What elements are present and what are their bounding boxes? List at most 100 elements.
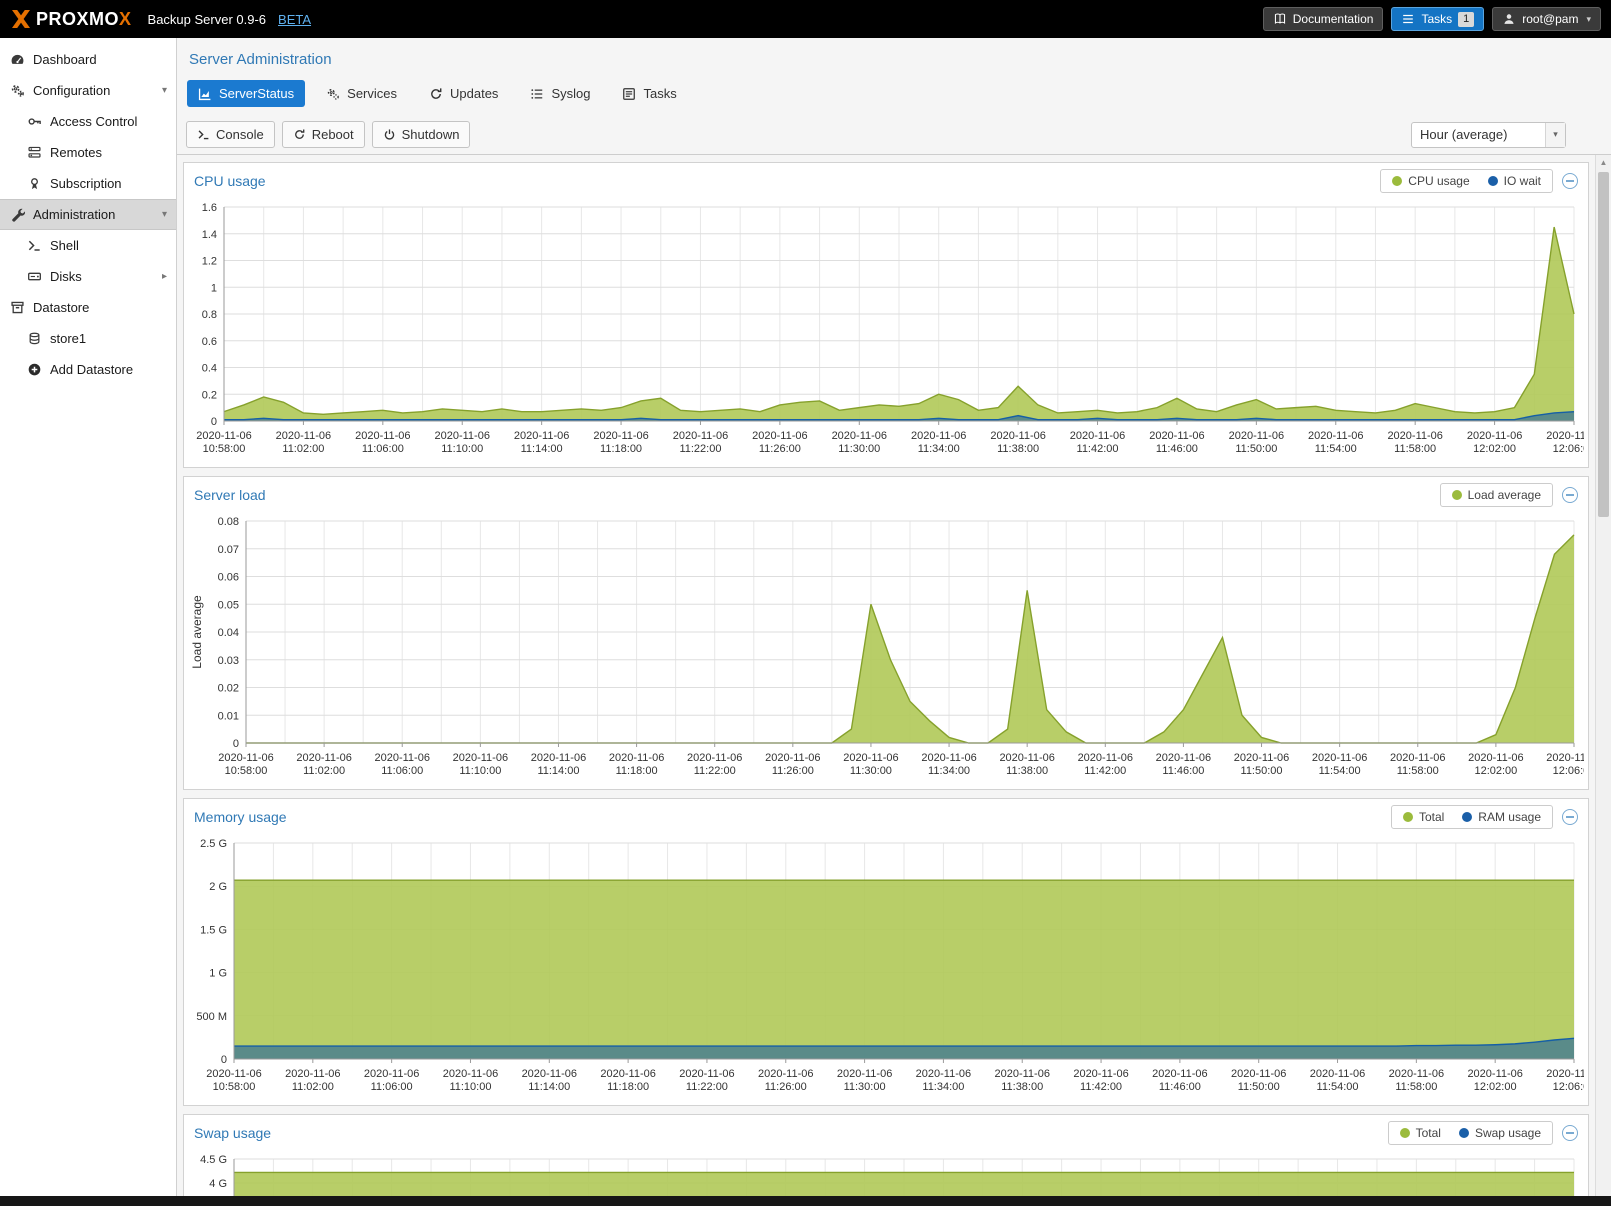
legend-item[interactable]: Load average	[1451, 488, 1541, 502]
shutdown-button[interactable]: Shutdown	[371, 121, 471, 148]
sidebar-item-datastore[interactable]: Datastore	[0, 292, 176, 323]
beta-link[interactable]: BETA	[278, 11, 312, 27]
chevron-down-icon: ▾	[161, 85, 167, 96]
svg-text:11:10:00: 11:10:00	[449, 1081, 491, 1093]
svg-text:0.02: 0.02	[218, 683, 239, 695]
svg-text:10:58:00: 10:58:00	[203, 443, 246, 455]
svg-text:10:58:00: 10:58:00	[225, 765, 268, 777]
sidebar-item-shell[interactable]: Shell	[0, 230, 176, 261]
sidebar-item-remotes[interactable]: Remotes	[0, 137, 176, 168]
svg-text:2020-11-06: 2020-11-06	[1231, 1068, 1286, 1080]
reboot-button[interactable]: Reboot	[281, 121, 365, 148]
sidebar-item-administration[interactable]: Administration ▾	[0, 199, 176, 230]
svg-text:2020-11-06: 2020-11-06	[1389, 1068, 1444, 1080]
svg-text:12:06:00: 12:06:00	[1553, 765, 1584, 777]
svg-text:2020-11-06: 2020-11-06	[514, 430, 569, 442]
tab-tasks[interactable]: Tasks	[611, 80, 687, 107]
legend-item[interactable]: Total	[1399, 1126, 1441, 1140]
svg-text:2020-11-06: 2020-11-06	[687, 752, 742, 764]
svg-text:0.07: 0.07	[218, 544, 239, 556]
vertical-scrollbar[interactable]: ▲ ▼	[1595, 155, 1611, 1206]
collapse-icon[interactable]	[1562, 809, 1578, 825]
svg-text:2020-11-06: 2020-11-06	[679, 1068, 734, 1080]
legend-item[interactable]: Swap usage	[1458, 1126, 1541, 1140]
legend-item[interactable]: CPU usage	[1392, 174, 1470, 188]
legend-dot	[1392, 176, 1403, 186]
scrollbar-thumb[interactable]	[1598, 172, 1609, 517]
legend-label: RAM usage	[1478, 810, 1541, 824]
svg-text:11:46:00: 11:46:00	[1159, 1081, 1201, 1093]
sidebar-item-access-control[interactable]: Access Control	[0, 106, 176, 137]
tasks-list-icon	[622, 87, 636, 101]
documentation-label: Documentation	[1292, 12, 1374, 26]
legend-dot	[1487, 176, 1498, 186]
svg-text:Load average: Load average	[190, 595, 204, 669]
svg-text:0.6: 0.6	[202, 336, 217, 348]
user-menu-button[interactable]: root@pam ▾	[1492, 7, 1601, 31]
app-subtitle: Backup Server 0.9-6	[147, 11, 267, 27]
refresh-icon	[429, 87, 443, 101]
svg-text:2020-11-06: 2020-11-06	[999, 752, 1054, 764]
legend-label: IO wait	[1503, 174, 1541, 188]
svg-text:11:26:00: 11:26:00	[765, 1081, 807, 1093]
svg-text:2020-11-06: 2020-11-06	[453, 752, 508, 764]
svg-text:11:06:00: 11:06:00	[371, 1081, 413, 1093]
sidebar-item-label: Subscription	[50, 176, 122, 191]
svg-text:4.5 G: 4.5 G	[200, 1154, 227, 1166]
tab-syslog[interactable]: Syslog	[519, 80, 601, 107]
documentation-button[interactable]: Documentation	[1262, 7, 1384, 31]
sidebar-item-configuration[interactable]: Configuration ▾	[0, 75, 176, 106]
console-button[interactable]: Console	[186, 121, 275, 148]
svg-text:11:42:00: 11:42:00	[1084, 765, 1126, 777]
sidebar-item-disks[interactable]: Disks ▸	[0, 261, 176, 292]
tab-serverstatus[interactable]: ServerStatus	[187, 80, 306, 107]
svg-text:11:14:00: 11:14:00	[521, 443, 563, 455]
scroll-up-arrow[interactable]: ▲	[1599, 158, 1608, 167]
svg-text:2020-11-06: 2020-11-06	[285, 1068, 340, 1080]
sidebar: Dashboard Configuration ▾ Access Control…	[0, 38, 177, 1206]
svg-text:11:06:00: 11:06:00	[381, 765, 423, 777]
sidebar-item-store1[interactable]: store1	[0, 323, 176, 354]
svg-text:11:58:00: 11:58:00	[1397, 765, 1439, 777]
svg-text:2020-11-06: 2020-11-06	[364, 1068, 419, 1080]
svg-text:11:02:00: 11:02:00	[282, 443, 324, 455]
chevron-right-icon: ▸	[161, 271, 167, 282]
svg-text:2020-11-06: 2020-11-06	[1390, 752, 1445, 764]
collapse-icon[interactable]	[1562, 487, 1578, 503]
svg-text:0.4: 0.4	[202, 363, 217, 375]
svg-text:11:38:00: 11:38:00	[1001, 1081, 1043, 1093]
toolbar: Console Reboot Shutdown Hour (average) ▾	[177, 116, 1611, 155]
sidebar-item-label: Add Datastore	[50, 362, 134, 377]
svg-text:2020-11-06: 2020-11-06	[1546, 430, 1584, 442]
tab-services[interactable]: Services	[315, 80, 408, 107]
time-range-select[interactable]: Hour (average) ▾	[1411, 121, 1566, 148]
legend-item[interactable]: IO wait	[1487, 174, 1541, 188]
svg-text:11:22:00: 11:22:00	[686, 1081, 728, 1093]
sidebar-item-subscription[interactable]: Subscription	[0, 168, 176, 199]
svg-text:11:14:00: 11:14:00	[537, 765, 579, 777]
svg-text:11:02:00: 11:02:00	[303, 765, 345, 777]
svg-text:2020-11-06: 2020-11-06	[1387, 430, 1442, 442]
area-chart-icon	[198, 87, 212, 101]
topbar: PROXMOX Backup Server 0.9-6 BETA Documen…	[0, 0, 1611, 38]
svg-text:11:38:00: 11:38:00	[997, 443, 1039, 455]
svg-text:2020-11-06: 2020-11-06	[1312, 752, 1367, 764]
svg-text:11:18:00: 11:18:00	[607, 1081, 649, 1093]
brand-text: PROXMOX	[36, 8, 132, 29]
legend-label: CPU usage	[1408, 174, 1470, 188]
tab-updates[interactable]: Updates	[418, 80, 509, 107]
svg-text:12:02:00: 12:02:00	[1474, 765, 1517, 777]
tasks-button[interactable]: Tasks 1	[1391, 7, 1485, 31]
svg-text:0.06: 0.06	[218, 572, 239, 584]
svg-text:500 M: 500 M	[196, 1011, 227, 1023]
svg-text:11:50:00: 11:50:00	[1235, 443, 1277, 455]
legend-item[interactable]: RAM usage	[1462, 810, 1541, 824]
svg-text:2020-11-06: 2020-11-06	[355, 430, 410, 442]
sidebar-item-label: Administration	[33, 207, 116, 222]
collapse-icon[interactable]	[1562, 173, 1578, 189]
sidebar-item-dashboard[interactable]: Dashboard	[0, 44, 176, 75]
collapse-icon[interactable]	[1562, 1125, 1578, 1141]
svg-text:11:06:00: 11:06:00	[362, 443, 404, 455]
sidebar-item-add-datastore[interactable]: Add Datastore	[0, 354, 176, 385]
legend-item[interactable]: Total	[1402, 810, 1444, 824]
